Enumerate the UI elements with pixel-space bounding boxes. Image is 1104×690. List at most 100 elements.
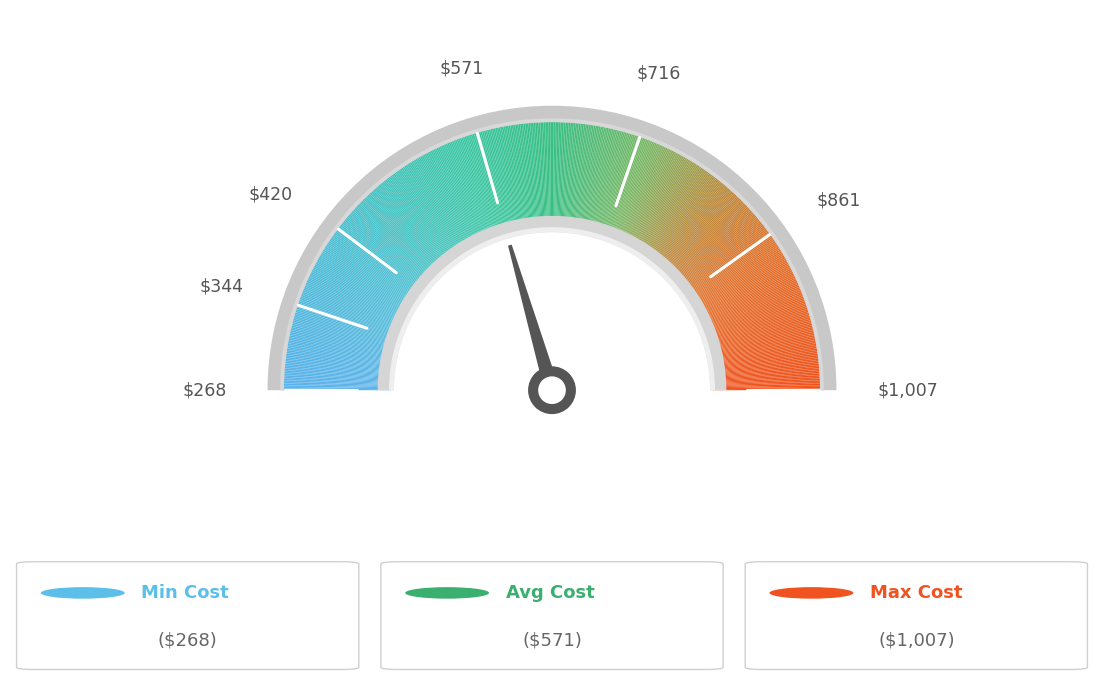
Wedge shape xyxy=(357,201,437,279)
Wedge shape xyxy=(705,311,811,344)
Text: $1,007: $1,007 xyxy=(878,381,938,400)
Wedge shape xyxy=(355,202,436,279)
Wedge shape xyxy=(644,168,709,259)
Wedge shape xyxy=(641,166,704,257)
Text: Min Cost: Min Cost xyxy=(141,584,229,602)
Wedge shape xyxy=(304,281,405,326)
Wedge shape xyxy=(606,135,645,239)
Wedge shape xyxy=(288,330,395,355)
Wedge shape xyxy=(691,254,787,310)
Wedge shape xyxy=(598,131,633,237)
Wedge shape xyxy=(431,148,481,247)
Wedge shape xyxy=(702,297,807,336)
Wedge shape xyxy=(708,323,815,351)
Wedge shape xyxy=(282,388,392,391)
Wedge shape xyxy=(488,127,516,235)
Wedge shape xyxy=(282,385,392,388)
Wedge shape xyxy=(389,227,715,391)
Wedge shape xyxy=(413,157,470,253)
Wedge shape xyxy=(682,231,772,297)
Wedge shape xyxy=(624,148,675,247)
Wedge shape xyxy=(704,306,810,342)
Wedge shape xyxy=(350,208,433,284)
Wedge shape xyxy=(446,141,490,242)
Wedge shape xyxy=(297,299,401,337)
FancyBboxPatch shape xyxy=(381,562,723,669)
Wedge shape xyxy=(438,144,486,244)
Wedge shape xyxy=(312,263,411,315)
Wedge shape xyxy=(590,127,617,235)
Wedge shape xyxy=(293,311,399,344)
Wedge shape xyxy=(385,177,454,264)
Wedge shape xyxy=(703,299,807,337)
Wedge shape xyxy=(301,288,404,331)
Text: Max Cost: Max Cost xyxy=(870,584,963,602)
Wedge shape xyxy=(702,294,806,334)
Wedge shape xyxy=(344,215,429,287)
Wedge shape xyxy=(283,366,392,377)
Wedge shape xyxy=(622,146,670,246)
Wedge shape xyxy=(687,244,781,304)
Wedge shape xyxy=(688,246,783,306)
Wedge shape xyxy=(693,263,792,315)
Wedge shape xyxy=(670,206,752,282)
Wedge shape xyxy=(691,255,787,311)
Wedge shape xyxy=(511,122,529,232)
Wedge shape xyxy=(705,310,811,344)
Wedge shape xyxy=(369,190,445,272)
Wedge shape xyxy=(321,248,415,307)
Wedge shape xyxy=(282,382,392,386)
Wedge shape xyxy=(699,281,800,326)
Wedge shape xyxy=(328,237,420,300)
Wedge shape xyxy=(310,267,408,318)
Wedge shape xyxy=(646,171,712,261)
Wedge shape xyxy=(528,121,539,230)
Text: Avg Cost: Avg Cost xyxy=(506,584,594,602)
Wedge shape xyxy=(457,136,497,240)
Wedge shape xyxy=(672,211,756,285)
Wedge shape xyxy=(491,126,517,234)
Wedge shape xyxy=(399,166,461,258)
Wedge shape xyxy=(625,149,677,248)
Wedge shape xyxy=(447,140,491,242)
Wedge shape xyxy=(283,368,392,378)
Wedge shape xyxy=(484,128,512,235)
Wedge shape xyxy=(289,324,396,353)
Wedge shape xyxy=(319,251,414,308)
Wedge shape xyxy=(617,144,665,244)
Wedge shape xyxy=(711,350,820,367)
Wedge shape xyxy=(586,126,611,234)
Wedge shape xyxy=(684,238,777,301)
Wedge shape xyxy=(507,124,526,232)
Wedge shape xyxy=(570,121,584,231)
Wedge shape xyxy=(358,200,438,278)
Wedge shape xyxy=(635,158,692,253)
Wedge shape xyxy=(707,318,814,348)
Wedge shape xyxy=(284,356,393,371)
Wedge shape xyxy=(326,241,418,302)
Wedge shape xyxy=(282,384,392,387)
Wedge shape xyxy=(283,365,392,376)
Text: $268: $268 xyxy=(182,381,226,400)
Wedge shape xyxy=(510,123,528,232)
Wedge shape xyxy=(401,164,464,257)
Wedge shape xyxy=(327,238,420,301)
Wedge shape xyxy=(317,255,413,311)
Wedge shape xyxy=(564,120,574,230)
Wedge shape xyxy=(311,266,410,317)
Wedge shape xyxy=(337,224,425,293)
Wedge shape xyxy=(392,230,712,391)
Wedge shape xyxy=(285,346,394,365)
Wedge shape xyxy=(694,264,793,317)
Wedge shape xyxy=(619,145,667,245)
Wedge shape xyxy=(291,316,397,347)
Wedge shape xyxy=(339,221,426,291)
Wedge shape xyxy=(305,279,405,326)
Wedge shape xyxy=(435,146,484,246)
Wedge shape xyxy=(410,159,468,254)
Wedge shape xyxy=(330,234,421,298)
Wedge shape xyxy=(285,343,394,363)
Wedge shape xyxy=(662,193,739,274)
Wedge shape xyxy=(710,344,819,364)
Wedge shape xyxy=(322,245,416,305)
